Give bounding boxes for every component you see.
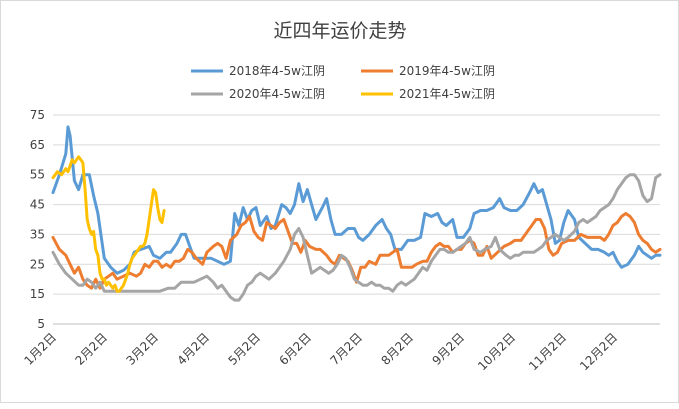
legend-label: 2018年4-5w江阴 xyxy=(229,64,325,78)
legend-label: 2020年4-5w江阴 xyxy=(229,87,325,101)
x-tick-label: 3月2日 xyxy=(123,330,161,368)
y-tick-label: 5 xyxy=(37,317,45,331)
legend-label: 2021年4-5w江阴 xyxy=(399,87,495,101)
series-line-4 xyxy=(51,155,166,293)
y-tick-label: 25 xyxy=(30,257,45,271)
legend: 2018年4-5w江阴 2019年4-5w江阴 2020年4-5w江阴 2021年4-… xyxy=(191,64,495,101)
x-tick-label: 2月2日 xyxy=(72,330,110,368)
x-tick-label: 6月2日 xyxy=(276,330,314,368)
x-tick-label: 12月2日 xyxy=(577,330,620,373)
y-tick-label: 45 xyxy=(30,198,45,212)
series-line-2 xyxy=(51,212,662,290)
x-tick-label: 8月2日 xyxy=(379,330,417,368)
y-tick-label: 75 xyxy=(30,108,45,122)
x-tick-label: 7月2日 xyxy=(327,330,365,368)
x-tick-label: 9月2日 xyxy=(430,330,468,368)
legend-label: 2019年4-5w江阴 xyxy=(399,64,495,78)
chart-title: 近四年运价走势 xyxy=(273,20,406,42)
series-line-1 xyxy=(51,125,662,275)
series-line-3 xyxy=(51,173,662,302)
y-axis: 5 15 25 35 45 55 65 75 xyxy=(30,108,45,331)
x-axis: 1月2日 2月2日 3月2日 4月2日 5月2日 6月2日 7月2日 8月2日 9月2日 10月2… xyxy=(21,323,660,373)
y-tick-label: 55 xyxy=(30,168,45,182)
x-tick-label: 4月2日 xyxy=(174,330,212,368)
x-tick-label: 1月2日 xyxy=(21,330,59,368)
x-tick-label: 10月2日 xyxy=(475,330,518,373)
series-group xyxy=(51,125,662,302)
x-tick-label: 5月2日 xyxy=(225,330,263,368)
y-tick-label: 35 xyxy=(30,227,45,241)
y-tick-label: 15 xyxy=(30,287,45,301)
y-tick-label: 65 xyxy=(30,138,45,152)
x-tick-label: 11月2日 xyxy=(526,330,569,373)
